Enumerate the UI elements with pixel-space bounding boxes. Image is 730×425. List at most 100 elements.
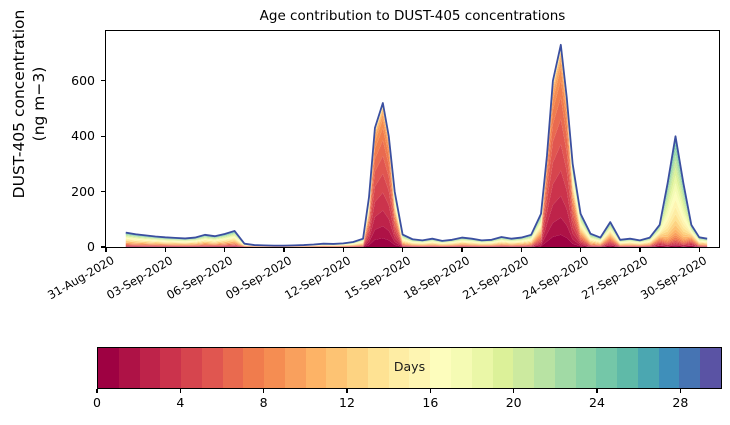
area-band-age-2 [125, 195, 708, 247]
colorbar-tick-label: 20 [505, 395, 522, 410]
area-band-age-1 [125, 217, 708, 247]
colorbar-tick-label: 16 [422, 395, 439, 410]
y-tick-mark [101, 80, 105, 82]
x-tick-mark [698, 248, 700, 252]
colorbar-segment [284, 348, 306, 388]
x-tick-mark [105, 248, 107, 252]
x-tick-label: 03-Sep-2020 [104, 253, 176, 303]
colorbar-segment [596, 348, 618, 388]
area-band-age-15 [125, 49, 708, 247]
colorbar-tick-mark [96, 389, 98, 393]
colorbar-tick-mark [596, 389, 598, 393]
stacked-area-plot [125, 43, 708, 247]
x-tick-mark [639, 248, 641, 252]
colorbar-segment [160, 348, 182, 388]
colorbar-segment [575, 348, 597, 388]
area-band-age-18 [125, 48, 708, 247]
colorbar-segment [326, 348, 348, 388]
y-tick-label: 400 [71, 128, 95, 144]
colorbar-segment [305, 348, 327, 388]
x-tick-mark [164, 248, 166, 252]
y-axis-label-line1: DUST-405 concentration [10, 9, 28, 199]
colorbar-tick-mark [513, 389, 515, 393]
area-band-age-5 [125, 119, 708, 247]
area-band-age-4 [125, 144, 708, 247]
colorbar-segment [409, 348, 431, 388]
colorbar-segment [181, 348, 202, 388]
x-tick-label: 24-Sep-2020 [519, 253, 591, 303]
area-band-age-21 [125, 47, 708, 246]
x-tick-label: 21-Sep-2020 [460, 253, 532, 303]
colorbar-segment [513, 348, 535, 388]
colorbar-segment [492, 348, 514, 388]
x-tick-mark [401, 248, 404, 252]
colorbar-segment [700, 348, 721, 388]
y-tick-label: 200 [71, 183, 95, 199]
area-band-age-22 [125, 47, 708, 246]
area-band-age-9 [125, 59, 708, 247]
colorbar-segment [679, 348, 701, 388]
area-band-age-26 [125, 45, 708, 246]
x-tick-label: 31-Aug-2020 [45, 252, 117, 303]
x-tick-label: 12-Sep-2020 [282, 253, 354, 303]
y-tick-mark [101, 190, 105, 193]
area-band-age-14 [125, 49, 708, 247]
area-band-age-0 [125, 234, 708, 247]
x-tick-label: 30-Sep-2020 [638, 253, 710, 303]
x-tick-mark [283, 248, 285, 252]
x-tick-mark [520, 248, 522, 252]
colorbar-segment [118, 348, 140, 388]
x-tick-label: 09-Sep-2020 [223, 253, 295, 303]
colorbar-segment [139, 348, 161, 388]
colorbar-segment [617, 348, 638, 388]
area-band-age-25 [125, 46, 708, 246]
plot-area [105, 30, 720, 248]
colorbar-segment [534, 348, 555, 388]
y-axis-label-line2: (ng m−3) [30, 66, 48, 142]
colorbar-tick-mark [346, 389, 348, 393]
y-tick-mark [101, 246, 105, 248]
area-band-age-13 [125, 50, 708, 247]
colorbar-segment [98, 348, 119, 388]
area-band-age-16 [125, 48, 708, 247]
x-tick-mark [461, 248, 463, 252]
colorbar-segment [451, 348, 472, 388]
colorbar-tick-mark [679, 389, 681, 393]
x-tick-label: 27-Sep-2020 [579, 253, 651, 303]
area-band-age-11 [125, 52, 708, 247]
x-tick-label: 18-Sep-2020 [401, 253, 473, 303]
colorbar-tick-label: 8 [259, 395, 268, 410]
colorbar-segment [388, 348, 410, 388]
area-band-age-20 [125, 47, 708, 246]
colorbar-tick-label: 12 [339, 395, 355, 410]
colorbar-tick-label: 28 [672, 395, 689, 410]
colorbar-tick-mark [429, 389, 431, 393]
colorbar-tick-label: 24 [589, 395, 605, 410]
area-band-age-10 [125, 55, 708, 247]
colorbar-tick-label: 0 [93, 395, 101, 410]
colorbar-segment [554, 348, 576, 388]
x-tick-mark [223, 248, 226, 252]
chart-title: Age contribution to DUST-405 concentrati… [259, 8, 566, 24]
colorbar-segment [222, 348, 244, 388]
colorbar-tick-mark [179, 389, 181, 393]
colorbar-segment [201, 348, 223, 388]
colorbar-segment [347, 348, 368, 388]
colorbar-segment [243, 348, 265, 388]
colorbar-segment [264, 348, 285, 388]
colorbar-segment [637, 348, 659, 388]
y-tick-label: 0 [87, 239, 95, 254]
x-tick-label: 06-Sep-2020 [163, 253, 235, 303]
y-tick-label: 600 [71, 72, 95, 88]
area-band-age-29 [125, 44, 708, 246]
colorbar-segment [367, 348, 389, 388]
area-band-age-27 [125, 45, 708, 246]
y-tick-mark [101, 135, 105, 137]
area-band-age-12 [125, 50, 708, 247]
colorbar[interactable] [97, 347, 722, 389]
area-band-age-24 [125, 46, 708, 246]
colorbar-tick-mark [263, 389, 265, 393]
x-tick-label: 15-Sep-2020 [341, 253, 413, 303]
x-tick-mark [579, 248, 582, 252]
area-band-age-17 [125, 48, 708, 247]
